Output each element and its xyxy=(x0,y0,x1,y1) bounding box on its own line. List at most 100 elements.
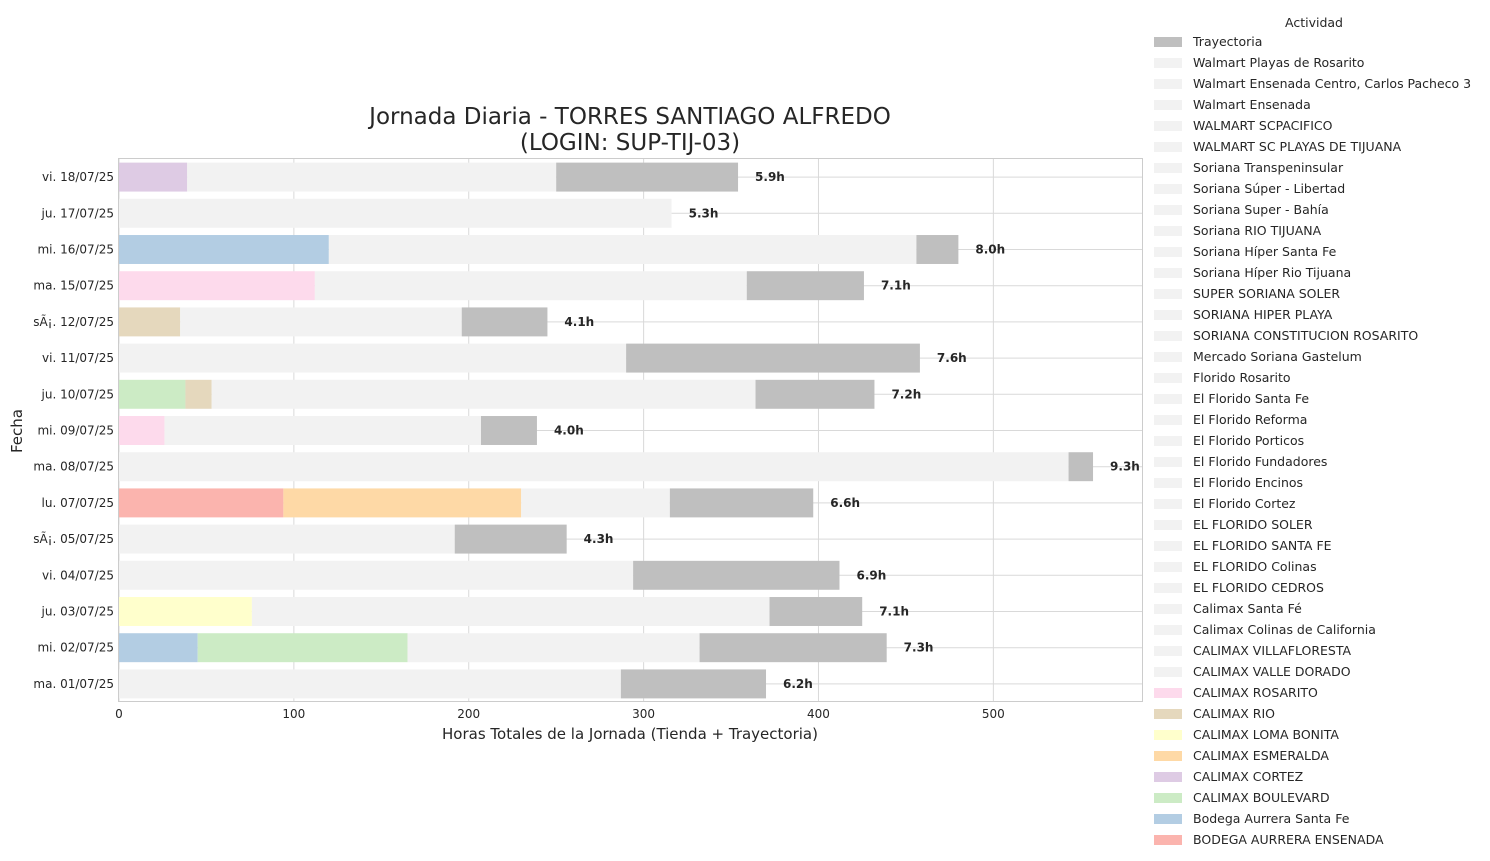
legend-swatch xyxy=(1154,520,1182,530)
legend-entry: Soriana Híper Rio Tijuana xyxy=(1193,265,1351,280)
bar-segment-trayectoria xyxy=(755,379,875,409)
legend-swatch xyxy=(1154,814,1182,824)
legend-swatch xyxy=(1154,79,1182,89)
legend-swatch xyxy=(1154,121,1182,131)
total-label: 6.2h xyxy=(783,677,813,691)
legend-swatch xyxy=(1154,163,1182,173)
bar-segment-trayectoria xyxy=(633,560,840,590)
legend-entry: Soriana RIO TIJUANA xyxy=(1193,223,1322,238)
legend-entry: Walmart Ensenada xyxy=(1193,97,1311,112)
legend-entry: CALIMAX RIO xyxy=(1193,706,1275,721)
legend-entry: SUPER SORIANA SOLER xyxy=(1193,286,1340,301)
legend-entry: WALMART SC PLAYAS DE TIJUANA xyxy=(1193,139,1402,154)
legend-entry: Calimax Colinas de California xyxy=(1193,622,1376,637)
legend-entry: Mercado Soriana Gastelum xyxy=(1193,349,1362,364)
legend-entry: BODEGA AURRERA ENSENADA xyxy=(1193,832,1384,847)
bar-segment-other xyxy=(119,452,1069,482)
total-label: 7.2h xyxy=(891,387,921,401)
legend-entry: SORIANA CONSTITUCION ROSARITO xyxy=(1193,328,1418,343)
legend-entry: CALIMAX ROSARITO xyxy=(1193,685,1318,700)
bar-segment-trayectoria xyxy=(916,235,959,264)
legend-swatch xyxy=(1154,667,1182,677)
bar-segment-trayectoria xyxy=(746,271,864,301)
legend-swatch xyxy=(1154,604,1182,614)
y-axis-label: Fecha xyxy=(8,409,26,453)
bar-segment-other xyxy=(407,633,700,663)
y-tick-label: ju. 10/07/25 xyxy=(41,387,114,401)
legend-entry: CALIMAX LOMA BONITA xyxy=(1193,727,1339,742)
legend-swatch xyxy=(1154,373,1182,383)
legend-title: Actividad xyxy=(1285,15,1343,30)
legend-swatch xyxy=(1154,646,1182,656)
total-label: 4.3h xyxy=(584,532,614,546)
legend-swatch xyxy=(1154,226,1182,236)
x-tick-label: 0 xyxy=(115,707,123,721)
y-tick-label: vi. 18/07/25 xyxy=(42,170,114,184)
bar-segment-other xyxy=(119,669,621,699)
total-label: 6.9h xyxy=(856,568,886,582)
legend-entry: El Florido Santa Fe xyxy=(1193,391,1309,406)
legend-entry: El Florido Reforma xyxy=(1193,412,1307,427)
bar-segment-calimax-rosarito xyxy=(119,271,315,301)
y-tick-label: vi. 11/07/25 xyxy=(42,351,114,365)
chart-title-line2: (LOGIN: SUP-TIJ-03) xyxy=(520,130,740,156)
bars-group xyxy=(119,162,1094,699)
legend-swatch xyxy=(1154,436,1182,446)
bar-segment-other xyxy=(521,488,670,518)
bar-segment-other xyxy=(328,235,917,264)
y-tick-label: ju. 17/07/25 xyxy=(41,206,114,220)
y-tick-label: mi. 16/07/25 xyxy=(37,243,114,257)
bar-segment-other xyxy=(119,343,627,373)
legend-swatch xyxy=(1154,688,1182,698)
legend-swatch xyxy=(1154,331,1182,341)
bar-segment-calimax-cortez xyxy=(119,162,188,192)
legend-entry: El Florido Cortez xyxy=(1193,496,1296,511)
x-tick-label: 200 xyxy=(457,707,480,721)
legend-entry: EL FLORIDO CEDROS xyxy=(1193,580,1324,595)
bar-segment-bodega-aurrera-santa-fe xyxy=(119,235,329,264)
bar-segment-other xyxy=(119,524,455,554)
y-tick-label: mi. 02/07/25 xyxy=(37,641,114,655)
x-tick-label: 100 xyxy=(282,707,305,721)
legend-swatch xyxy=(1154,835,1182,845)
y-tick-label: vi. 04/07/25 xyxy=(42,568,114,582)
bar-segment-trayectoria xyxy=(699,633,887,663)
legend-swatch xyxy=(1154,793,1182,803)
total-label: 7.6h xyxy=(937,351,967,365)
legend-swatch xyxy=(1154,541,1182,551)
legend-entry: Soriana Super - Bahía xyxy=(1193,202,1329,217)
legend-entry: Florido Rosarito xyxy=(1193,370,1291,385)
legend-entry: Soriana Transpeninsular xyxy=(1193,160,1344,175)
bar-segment-calimax-rio xyxy=(119,307,181,337)
bar-segment-other xyxy=(314,271,747,301)
legend-swatch xyxy=(1154,289,1182,299)
legend-swatch xyxy=(1154,268,1182,278)
legend-swatch xyxy=(1154,58,1182,68)
bar-segment-trayectoria xyxy=(461,307,548,337)
legend-swatch xyxy=(1154,751,1182,761)
legend-entry: CALIMAX CORTEZ xyxy=(1193,769,1303,784)
legend-swatch xyxy=(1154,37,1182,47)
legend-swatch xyxy=(1154,772,1182,782)
total-label: 7.1h xyxy=(879,605,909,619)
bar-segment-calimax-rosarito xyxy=(119,416,165,445)
legend-entry: CALIMAX VILLAFLORESTA xyxy=(1193,643,1352,658)
total-label: 7.1h xyxy=(881,279,911,293)
legend-swatch xyxy=(1154,709,1182,719)
plot-frame xyxy=(118,158,1143,702)
legend-entry: El Florido Encinos xyxy=(1193,475,1303,490)
total-label: 8.0h xyxy=(975,243,1005,257)
legend-swatch xyxy=(1154,205,1182,215)
bar-segment-other xyxy=(211,379,756,409)
y-tick-label: mi. 09/07/25 xyxy=(37,424,114,438)
legend-swatch xyxy=(1154,415,1182,425)
x-tick-label: 400 xyxy=(807,707,830,721)
legend-swatch xyxy=(1154,247,1182,257)
y-tick-labels: vi. 18/07/25 ju. 17/07/25 mi. 16/07/25 ma. … xyxy=(33,170,114,691)
total-label: 6.6h xyxy=(830,496,860,510)
legend-swatch xyxy=(1154,142,1182,152)
x-tick-label: 300 xyxy=(632,707,655,721)
bar-segment-calimax-loma-bonita xyxy=(119,597,252,626)
bar-segment-trayectoria xyxy=(626,343,920,373)
legend-swatch xyxy=(1154,625,1182,635)
